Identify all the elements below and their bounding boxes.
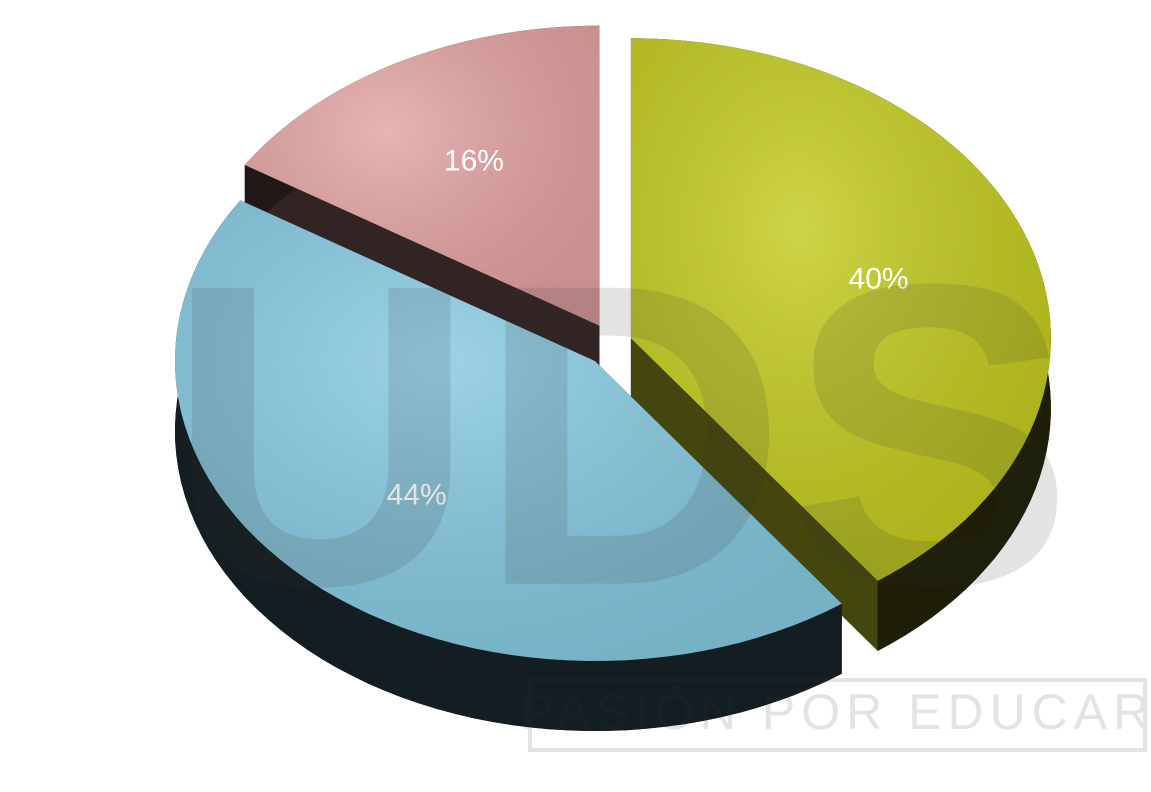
value-label: 44% (387, 479, 447, 512)
slice-rim (175, 200, 842, 732)
slice-shine (175, 200, 842, 662)
watermark-box (528, 678, 1147, 752)
value-label: 40% (849, 263, 909, 296)
slice-shine (630, 38, 1051, 581)
watermark: UDS PASIÓN POR EDUCAR (166, 196, 1151, 752)
watermark-tagline: PASIÓN POR EDUCAR (521, 684, 1151, 740)
slice-tops (175, 25, 1051, 662)
slice-face (630, 338, 878, 651)
value-label: 16% (444, 145, 504, 178)
slice-shine (244, 25, 600, 326)
value-labels: 40% 44% 16% (387, 145, 909, 512)
watermark-logo: UDS (166, 196, 1074, 676)
